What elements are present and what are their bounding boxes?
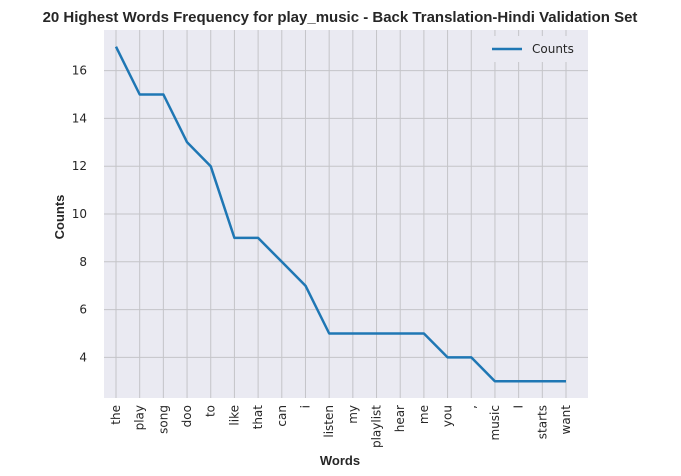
y-tick-label: 12: [72, 159, 87, 173]
x-tick-label: doo: [180, 405, 194, 427]
chart-title: 20 Highest Words Frequency for play_musi…: [43, 9, 638, 26]
y-tick-label: 6: [79, 303, 87, 317]
y-axis-ticks: 4 6 8 10 12 14 16: [72, 64, 87, 365]
y-tick-label: 14: [72, 111, 87, 125]
x-tick-label: listen: [322, 405, 336, 438]
series-layer: [114, 46, 567, 383]
x-tick-label: want: [559, 405, 573, 435]
x-axis-label: Words: [320, 453, 360, 468]
x-tick-label: to: [204, 405, 218, 417]
x-tick-label: you: [441, 405, 455, 427]
legend-label: Counts: [532, 42, 574, 56]
legend: Counts: [484, 36, 582, 62]
x-tick-label: my: [346, 405, 360, 424]
x-tick-label: the: [109, 405, 123, 425]
x-tick-label: that: [251, 405, 265, 430]
x-tick-label: play: [133, 405, 147, 430]
x-tick-label: i: [298, 405, 312, 408]
y-tick-label: 4: [79, 350, 87, 364]
x-axis-ticks: the play song doo to like that can i listen my play…: [109, 405, 573, 448]
grid-lines: [104, 30, 588, 398]
x-tick-label: music: [488, 405, 502, 440]
y-tick-label: 8: [79, 255, 87, 269]
x-tick-label: like: [227, 405, 241, 426]
x-tick-label: me: [417, 405, 431, 424]
x-tick-label: hear: [393, 405, 407, 432]
y-tick-label: 10: [72, 207, 87, 221]
x-tick-label: ,: [464, 405, 478, 409]
x-tick-label: playlist: [370, 405, 384, 448]
series-line-0: [114, 46, 566, 383]
y-axis-label: Counts: [52, 195, 67, 240]
x-tick-label: I: [512, 405, 526, 409]
x-tick-label: starts: [535, 405, 549, 439]
y-tick-label: 16: [72, 64, 87, 78]
x-tick-label: can: [275, 405, 289, 427]
x-tick-label: song: [156, 405, 170, 434]
